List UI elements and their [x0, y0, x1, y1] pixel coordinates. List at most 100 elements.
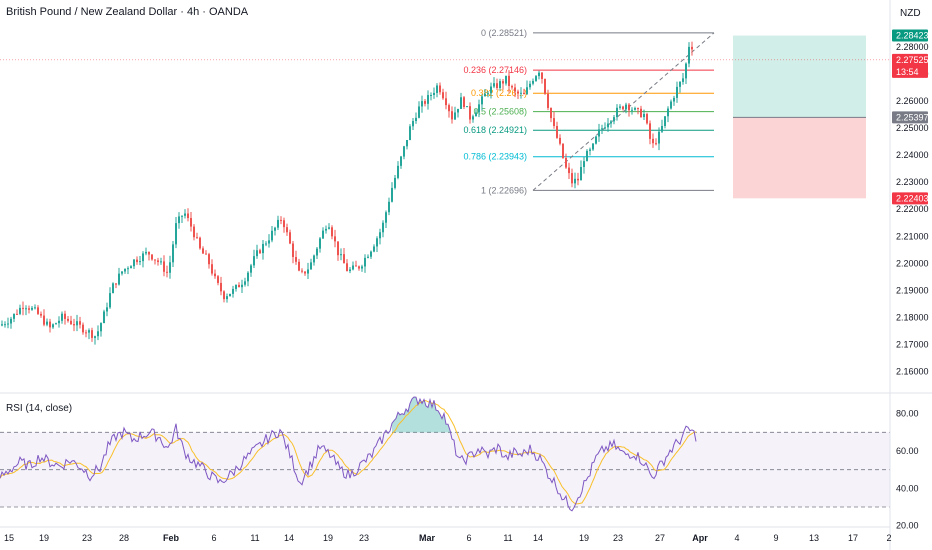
candle-body: [247, 272, 249, 282]
candle-body: [547, 93, 549, 108]
candle-body: [448, 105, 450, 112]
candle-body: [241, 284, 243, 288]
candle-body: [553, 118, 555, 127]
rsi-indicator-label[interactable]: RSI (14, close): [6, 403, 73, 414]
candle-body: [304, 271, 306, 274]
candle-body: [604, 127, 606, 129]
candle-body: [217, 276, 219, 283]
candle-body: [583, 161, 585, 168]
candle-body: [565, 157, 567, 168]
candle-body: [37, 307, 39, 314]
candle-body: [598, 129, 600, 137]
candle-body: [94, 336, 96, 338]
candle-body: [637, 108, 639, 110]
candle-body: [355, 265, 357, 267]
candle-body: [640, 108, 642, 118]
candle-body: [652, 138, 654, 144]
candle-body: [427, 95, 429, 104]
price-axis-tick: 2.26000: [896, 96, 929, 106]
candle-body: [472, 116, 474, 120]
time-axis-tick: 4: [734, 533, 739, 543]
candle-body: [340, 254, 342, 256]
candle-body: [139, 261, 141, 263]
candle-body: [268, 240, 270, 244]
candle-body: [157, 260, 159, 263]
price-axis-tick: 2.28000: [896, 42, 929, 52]
candle-body: [349, 269, 351, 272]
candle-body: [220, 282, 222, 292]
candle-body: [160, 261, 162, 263]
price-axis-label: 2.28423: [896, 31, 929, 41]
candle-body: [682, 78, 684, 82]
candle-body: [358, 266, 360, 269]
time-axis-tick: 17: [848, 533, 858, 543]
candle-body: [481, 96, 483, 105]
candle-body: [529, 83, 531, 88]
candle-body: [574, 178, 576, 184]
candle-body: [106, 307, 108, 312]
candle-body: [151, 254, 153, 260]
candle-body: [169, 262, 171, 273]
price-axis-tick: 2.23000: [896, 177, 929, 187]
candle-body: [346, 263, 348, 272]
target-zone: [733, 35, 866, 118]
candle-body: [136, 259, 138, 263]
fib-level-label: 0.786 (2.23943): [463, 152, 527, 162]
price-axis-tick: 2.21000: [896, 231, 929, 241]
candle-body: [490, 86, 492, 94]
candle-body: [367, 256, 369, 258]
candle-body: [568, 167, 570, 174]
candle-body: [307, 269, 309, 274]
currency-label[interactable]: NZD: [900, 8, 921, 19]
candle-body: [409, 126, 411, 141]
candle-body: [361, 266, 363, 269]
candle-body: [175, 223, 177, 245]
candle-body: [310, 262, 312, 270]
candle-body: [400, 156, 402, 166]
candle-body: [142, 253, 144, 262]
candle-body: [517, 91, 519, 94]
price-axis-label-bg: [892, 192, 928, 205]
candle-body: [265, 243, 267, 245]
candle-body: [271, 230, 273, 241]
candle-body: [295, 257, 297, 262]
candle-body: [190, 218, 192, 227]
candle-body: [415, 117, 417, 122]
candle-body: [664, 116, 666, 126]
rsi-overbought-fill: [392, 397, 452, 433]
candle-body: [646, 113, 648, 124]
time-axis-tick: 19: [323, 533, 333, 543]
candle-body: [22, 307, 24, 309]
candle-body: [463, 97, 465, 108]
rsi-axis-tick: 60.00: [896, 446, 919, 456]
candle-body: [70, 320, 72, 325]
candle-body: [520, 92, 522, 94]
candle-body: [130, 266, 132, 269]
time-axis-tick: Feb: [163, 533, 180, 543]
candle-body: [436, 85, 438, 93]
candle-body: [601, 128, 603, 130]
price-axis-tick: 2.22000: [896, 204, 929, 214]
candle-body: [589, 149, 591, 151]
candle-body: [403, 146, 405, 157]
candle-body: [67, 318, 69, 321]
candle-body: [421, 101, 423, 107]
price-axis-tick: 2.20000: [896, 258, 929, 268]
candle-body: [193, 226, 195, 238]
fib-level-label: 0.618 (2.24921): [463, 125, 527, 135]
candle-body: [64, 313, 66, 319]
candle-body: [487, 93, 489, 95]
candle-body: [376, 238, 378, 247]
time-axis-tick: 19: [39, 533, 49, 543]
candle-body: [208, 254, 210, 265]
candle-body: [379, 232, 381, 239]
candle-body: [223, 291, 225, 300]
candle-body: [235, 284, 237, 289]
candle-body: [82, 324, 84, 333]
candle-body: [127, 268, 129, 270]
candle-body: [442, 92, 444, 99]
candle-body: [328, 227, 330, 229]
candle-body: [523, 92, 525, 95]
time-axis-tick: 19: [579, 533, 589, 543]
